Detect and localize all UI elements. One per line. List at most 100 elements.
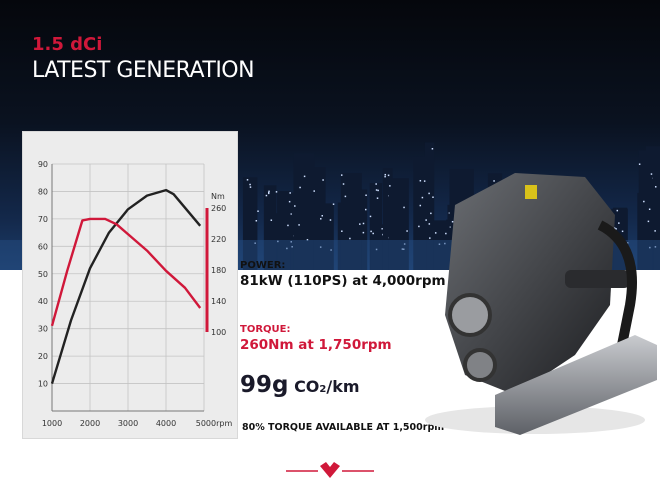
window-light — [267, 191, 270, 194]
x-tick-label: 5000rpm — [196, 419, 233, 428]
performance-chart-panel: 10 20 30 40 50 60 70 80 90 1000 2000 3000 4000 5000rp… — [22, 131, 238, 439]
window-light — [376, 197, 379, 199]
window-light — [288, 200, 291, 203]
window-light — [451, 220, 454, 223]
y-right-tick-label: 180 — [211, 266, 226, 275]
window-light — [299, 186, 301, 189]
y-left-tick-label: 10 — [38, 380, 48, 389]
co2-suffix: /km — [326, 377, 360, 396]
window-light — [445, 232, 447, 235]
x-tick-label: 2000 — [80, 419, 100, 428]
window-light — [423, 180, 426, 182]
y-left-tick-label: 40 — [38, 297, 48, 306]
window-light — [294, 205, 296, 207]
window-light — [647, 220, 650, 223]
window-light — [384, 173, 387, 176]
page-title: LATEST GENERATION — [32, 58, 255, 83]
window-light — [322, 179, 324, 181]
window-light — [365, 208, 367, 211]
window-light — [249, 183, 251, 186]
co2-emissions: 99g CO2/km — [240, 372, 360, 398]
power-value: 81kW (110PS) at 4,000rpm — [240, 273, 446, 289]
window-light — [340, 174, 343, 176]
window-light — [375, 183, 377, 185]
window-light — [621, 230, 624, 233]
window-light — [418, 225, 420, 228]
window-light — [434, 232, 437, 234]
window-light — [377, 189, 379, 192]
window-light — [615, 228, 617, 230]
window-light — [349, 237, 351, 240]
engine-image — [425, 173, 657, 435]
torque-value: 260Nm at 1,750rpm — [240, 337, 392, 353]
co2-number: 99g — [240, 372, 289, 398]
window-light — [643, 200, 645, 203]
window-light — [306, 239, 309, 241]
window-light — [384, 175, 386, 178]
y-left-tick-label: 80 — [38, 187, 48, 196]
building — [359, 189, 368, 272]
window-light — [372, 232, 374, 235]
chevron-logo-icon — [320, 462, 340, 478]
window-light — [432, 196, 434, 198]
window-light — [246, 179, 249, 181]
window-light — [375, 189, 378, 191]
model-name: 1.5 dCi — [32, 34, 103, 55]
window-light — [654, 186, 657, 188]
torque-note: 80% TORQUE AVAILABLE AT 1,500rpm — [242, 422, 445, 433]
window-light — [365, 194, 367, 197]
x-tick-label: 1000 — [42, 419, 62, 428]
co2-subscript: 2 — [319, 384, 327, 395]
building — [424, 142, 435, 272]
window-light — [268, 190, 270, 193]
window-light — [344, 195, 347, 198]
window-light — [421, 196, 424, 199]
window-light — [255, 220, 258, 222]
window-light — [370, 230, 372, 233]
window-light — [329, 219, 332, 221]
window-light — [428, 223, 431, 225]
window-light — [431, 148, 434, 150]
window-light — [389, 185, 391, 187]
window-light — [289, 192, 291, 194]
window-light — [381, 228, 383, 230]
y-right-tick-label: 260 — [211, 204, 226, 213]
window-light — [613, 227, 616, 229]
window-light — [618, 222, 620, 224]
window-light — [257, 210, 259, 212]
window-light — [332, 203, 335, 205]
torque-label: TORQUE: — [240, 324, 291, 335]
window-light — [265, 194, 268, 197]
x-tick-label: 4000 — [156, 419, 176, 428]
window-light — [419, 179, 422, 182]
window-light — [342, 183, 345, 185]
y-right-tick-label: 220 — [211, 235, 226, 244]
window-light — [419, 204, 422, 207]
y-left-tick-label: 70 — [38, 215, 48, 224]
window-light — [428, 192, 430, 195]
building — [382, 168, 393, 272]
window-light — [249, 186, 252, 188]
window-light — [303, 175, 306, 178]
y-right-tick-label: 140 — [211, 297, 226, 306]
y-left-tick-label: 90 — [38, 160, 48, 169]
window-light — [341, 230, 343, 232]
window-light — [270, 219, 273, 221]
window-light — [290, 213, 292, 215]
x-tick-label: 3000 — [118, 419, 138, 428]
window-light — [321, 215, 323, 217]
window-light — [313, 190, 315, 192]
window-light — [362, 231, 365, 234]
window-light — [448, 212, 451, 214]
power-label: POWER: — [240, 260, 286, 271]
window-light — [430, 212, 432, 215]
window-light — [403, 206, 405, 209]
y-right-tick-label: 100 — [211, 328, 226, 337]
y-left-tick-label: 60 — [38, 242, 48, 251]
window-light — [275, 191, 278, 193]
co2-unit: CO — [294, 377, 320, 396]
power-curve — [50, 188, 202, 384]
power-torque-chart: 10 20 30 40 50 60 70 80 90 1000 2000 3000 4000 5000rp… — [38, 160, 233, 428]
window-light — [650, 173, 653, 175]
window-light — [369, 215, 372, 218]
